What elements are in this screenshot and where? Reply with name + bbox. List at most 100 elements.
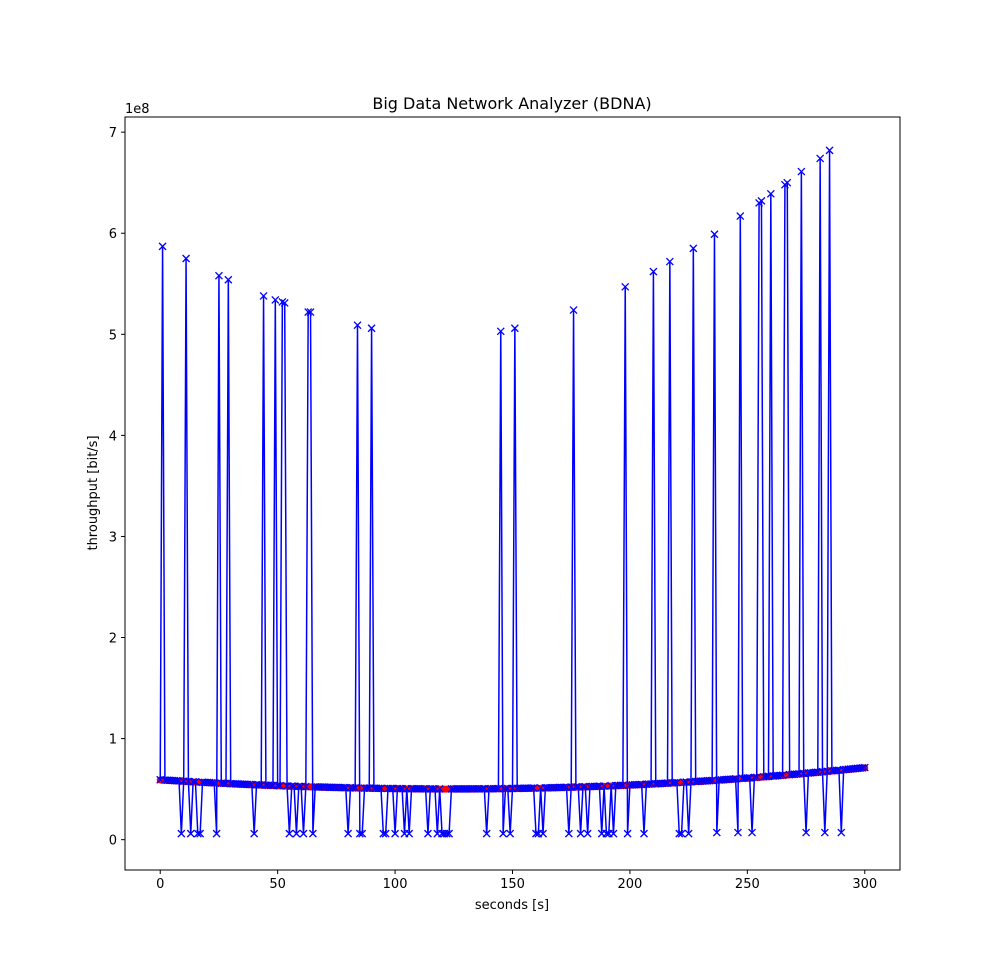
measured-point: [792, 770, 801, 779]
measured-point: [351, 783, 360, 792]
measured-point: [527, 784, 536, 793]
measured-point: [278, 298, 287, 306]
measured-point: [478, 784, 486, 793]
measured-point: [207, 778, 216, 787]
y-tick-label: 3: [109, 530, 117, 545]
measured-point: [186, 829, 195, 838]
measured-point: [276, 781, 284, 790]
measured-point: [748, 828, 757, 837]
measured-point: [743, 774, 752, 782]
measured-point: [672, 778, 681, 787]
measured-point: [837, 828, 846, 837]
measured-point: [428, 784, 437, 793]
measured-point: [367, 324, 376, 333]
measured-point: [362, 784, 371, 793]
measured-point: [649, 267, 658, 276]
measured-point: [381, 829, 390, 838]
measured-point: [348, 783, 357, 792]
measured-point: [496, 327, 505, 336]
measured-point: [797, 167, 806, 176]
axis-ticks: 0 50 100 150 200 250 300 0 1 2 3 4 5 6 7: [109, 126, 877, 892]
measured-point: [271, 295, 280, 304]
measured-point: [600, 782, 609, 790]
measured-point: [825, 146, 834, 155]
measured-point: [435, 784, 444, 793]
measured-point: [172, 776, 181, 785]
measured-point: [569, 306, 578, 315]
x-tick-label: 50: [269, 877, 286, 892]
y-offset-label: 1e8: [125, 102, 150, 117]
y-tick-label: 4: [109, 429, 117, 444]
measured-point: [280, 299, 289, 307]
measured-point: [189, 777, 198, 786]
x-tick-label: 200: [618, 877, 643, 892]
measured-point: [776, 771, 785, 780]
measured-point: [679, 778, 688, 787]
x-tick-label: 0: [156, 877, 164, 892]
measured-point: [355, 829, 364, 838]
measured-point: [539, 829, 547, 838]
measured-point: [811, 768, 820, 777]
plot-area: [156, 146, 869, 838]
measured-point: [684, 829, 693, 838]
measured-point: [708, 776, 717, 785]
measured-point: [609, 829, 618, 838]
measured-point: [783, 178, 792, 187]
measured-point: [762, 772, 771, 781]
x-tick-label: 300: [852, 877, 877, 892]
measured-point: [250, 829, 259, 838]
measured-point: [423, 829, 432, 838]
measured-point: [419, 784, 428, 793]
measured-point: [492, 784, 501, 793]
series-measured: [156, 146, 869, 838]
measured-point: [501, 784, 510, 793]
measured-point: [214, 271, 223, 280]
measured-point: [386, 784, 395, 793]
measured-point: [602, 829, 611, 838]
measured-point: [736, 212, 745, 221]
measured-point: [158, 242, 167, 251]
y-tick-label: 1: [109, 733, 117, 748]
measured-point: [442, 829, 451, 838]
measured-point: [757, 196, 766, 205]
measured-point: [677, 829, 686, 838]
measured-point: [339, 783, 348, 792]
measured-point: [832, 766, 841, 775]
measured-point: [379, 829, 388, 838]
measured-point: [285, 829, 294, 838]
measured-point: [675, 829, 684, 838]
measured-point: [623, 829, 632, 838]
measured-point: [395, 784, 404, 793]
measured-point: [482, 829, 491, 838]
measured-point: [224, 275, 233, 284]
measured-point: [292, 829, 301, 838]
measured-point: [344, 829, 353, 838]
y-tick-label: 0: [109, 834, 117, 849]
measured-point: [259, 291, 268, 300]
measured-point: [529, 784, 538, 793]
measured-point: [705, 776, 714, 785]
measured-point: [294, 782, 303, 791]
measured-point: [499, 829, 508, 838]
measured-point: [266, 781, 275, 790]
measured-point: [560, 783, 569, 792]
measured-point: [640, 829, 648, 838]
measured-point: [733, 828, 742, 837]
measured-point: [750, 773, 759, 782]
measured-point: [391, 829, 400, 838]
measured-point: [308, 829, 317, 838]
measured-point: [635, 780, 644, 789]
x-axis-label: seconds [s]: [475, 898, 549, 913]
measured-point: [729, 775, 738, 783]
measured-point: [287, 782, 296, 791]
measured-point: [210, 778, 219, 787]
measured-point: [212, 829, 221, 838]
measured-point: [510, 324, 519, 333]
measured-point: [191, 777, 200, 786]
measured-point: [177, 829, 186, 838]
measured-point: [661, 779, 670, 788]
measured-point: [445, 829, 454, 838]
measured-point: [182, 254, 191, 263]
x-tick-label: 250: [735, 877, 760, 892]
measured-point: [506, 829, 515, 838]
